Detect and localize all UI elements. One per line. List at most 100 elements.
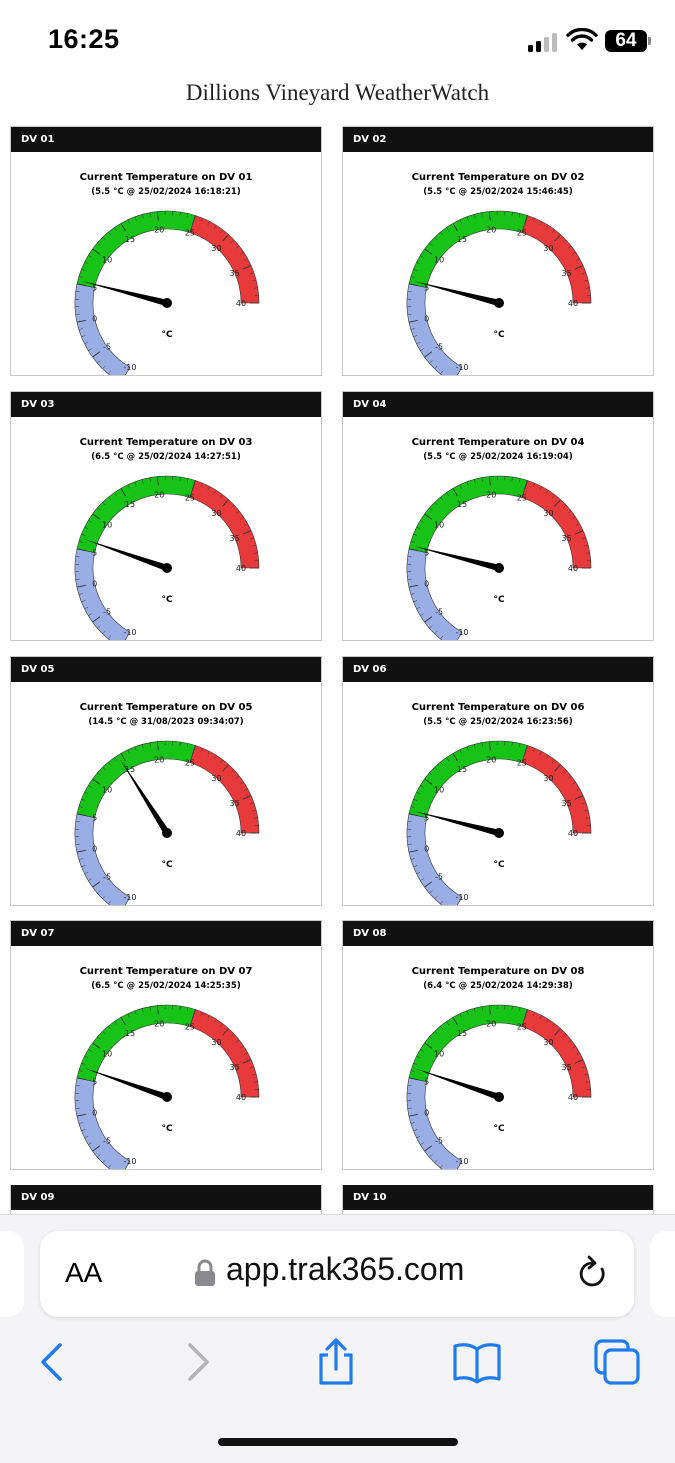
gauge-needle-hub bbox=[494, 1092, 504, 1102]
gauge-tick-label: 25 bbox=[185, 759, 195, 768]
text-size-button[interactable]: AA bbox=[65, 1257, 102, 1289]
gauge-tick-label: 20 bbox=[154, 1019, 164, 1028]
gauge-tick-label: 25 bbox=[185, 229, 195, 238]
gauge-tick-label: 15 bbox=[125, 1029, 135, 1038]
gauge-tick bbox=[114, 640, 116, 641]
lock-icon bbox=[194, 1259, 216, 1287]
forward-icon[interactable] bbox=[172, 1337, 222, 1387]
gauge-tick-label: 40 bbox=[568, 829, 578, 838]
gauge-tick-label: -5 bbox=[103, 872, 111, 881]
tabs-icon[interactable] bbox=[592, 1337, 642, 1387]
gauge-tick-label: 35 bbox=[230, 799, 240, 808]
card-header: DV 08 bbox=[343, 921, 653, 946]
gauge-tick-label: 15 bbox=[457, 235, 467, 244]
gauge-tick-label: 5 bbox=[92, 1078, 97, 1087]
gauge-tick-label: 20 bbox=[154, 490, 164, 499]
gauge-tick-label: 30 bbox=[211, 509, 221, 518]
address-bar[interactable]: AA app.trak365.com bbox=[40, 1231, 634, 1317]
reload-icon[interactable] bbox=[576, 1255, 610, 1291]
gauge-tick-label: 25 bbox=[185, 494, 195, 503]
gauge-band bbox=[77, 741, 195, 818]
gauge-tick bbox=[446, 1169, 448, 1170]
card-subtitle: (6.4 °C @ 25/02/2024 14:29:38) bbox=[343, 981, 653, 991]
gauge-tick-label: -10 bbox=[123, 1157, 136, 1166]
share-icon[interactable] bbox=[311, 1337, 361, 1387]
card-title: Current Temperature on DV 03 bbox=[11, 437, 321, 448]
gauge-band bbox=[77, 211, 195, 288]
card-title: Current Temperature on DV 06 bbox=[343, 702, 653, 713]
gauge-unit-label: °C bbox=[493, 595, 505, 605]
home-indicator[interactable] bbox=[218, 1438, 458, 1446]
battery-indicator: 64 bbox=[605, 30, 647, 52]
gauge-tick-label: 40 bbox=[236, 1093, 246, 1102]
card-header: DV 06 bbox=[343, 657, 653, 682]
gauge-tick-label: 15 bbox=[457, 765, 467, 774]
gauge-tick bbox=[121, 1169, 126, 1170]
gauge-band bbox=[407, 1078, 462, 1170]
gauge-needle bbox=[414, 811, 500, 836]
gauge-band bbox=[409, 476, 527, 553]
gauge-tick-label: 25 bbox=[517, 494, 527, 503]
gauge-band bbox=[190, 481, 259, 568]
previous-tab-preview[interactable] bbox=[0, 1231, 24, 1317]
gauge-needle-hub bbox=[494, 298, 504, 308]
gauge-needle-hub bbox=[494, 828, 504, 838]
status-time: 16:25 bbox=[48, 24, 120, 55]
gauge-unit-label: °C bbox=[161, 1124, 173, 1134]
gauge-tick-label: 20 bbox=[154, 755, 164, 764]
card-subtitle: (5.5 °C @ 25/02/2024 16:23:56) bbox=[343, 717, 653, 727]
gauge-tick bbox=[446, 905, 448, 906]
gauge-band bbox=[522, 1010, 591, 1097]
gauge-tick-label: 10 bbox=[434, 521, 444, 530]
gauge-tick-label: -10 bbox=[123, 363, 136, 372]
gauge-needle-hub bbox=[162, 563, 172, 573]
card-header: DV 03 bbox=[11, 392, 321, 417]
card-subtitle: (14.5 °C @ 31/08/2023 09:34:07) bbox=[11, 717, 321, 727]
back-icon[interactable] bbox=[28, 1337, 78, 1387]
gauge-tick-label: 30 bbox=[543, 509, 553, 518]
card-header: DV 02 bbox=[343, 127, 653, 152]
gauge-tick bbox=[121, 640, 126, 641]
gauge-band bbox=[75, 549, 130, 641]
gauge-tick-label: 5 bbox=[92, 549, 97, 558]
gauge-band bbox=[77, 476, 195, 553]
gauge-tick-label: 35 bbox=[562, 269, 572, 278]
gauge-tick-label: -5 bbox=[103, 1136, 111, 1145]
gauge-band bbox=[522, 481, 591, 568]
gauge-band bbox=[75, 284, 130, 376]
gauge-needle-hub bbox=[494, 563, 504, 573]
gauge-band bbox=[522, 216, 591, 303]
gauge-tick bbox=[446, 640, 448, 641]
gauge-tick-label: -10 bbox=[455, 363, 468, 372]
gauge-tick-label: 0 bbox=[424, 579, 429, 588]
gauge-tick-label: 25 bbox=[517, 759, 527, 768]
gauge-tick-label: -5 bbox=[435, 1136, 443, 1145]
gauge-tick-label: 10 bbox=[434, 256, 444, 265]
gauge-unit-label: °C bbox=[161, 330, 173, 340]
url-field[interactable]: app.trak365.com bbox=[226, 1251, 464, 1288]
gauge-tick-label: -10 bbox=[123, 628, 136, 637]
gauge-tick bbox=[114, 1169, 116, 1170]
card-subtitle: (5.5 °C @ 25/02/2024 16:19:04) bbox=[343, 452, 653, 462]
gauge-tick-label: 20 bbox=[486, 225, 496, 234]
card-subtitle: (6.5 °C @ 25/02/2024 14:27:51) bbox=[11, 452, 321, 462]
gauge-tick-label: 0 bbox=[92, 314, 97, 323]
bookmarks-icon[interactable] bbox=[452, 1337, 502, 1387]
next-tab-preview[interactable] bbox=[650, 1231, 675, 1317]
card-title: Current Temperature on DV 01 bbox=[11, 172, 321, 183]
gauge-tick-label: 40 bbox=[568, 1093, 578, 1102]
gauge-tick-label: 30 bbox=[211, 244, 221, 253]
card-header: DV 05 bbox=[11, 657, 321, 682]
gauge-tick-label: 35 bbox=[562, 799, 572, 808]
gauge-tick-label: 20 bbox=[486, 755, 496, 764]
gauge-tick bbox=[453, 640, 458, 641]
gauge-band bbox=[190, 216, 259, 303]
gauge-band bbox=[190, 746, 259, 833]
